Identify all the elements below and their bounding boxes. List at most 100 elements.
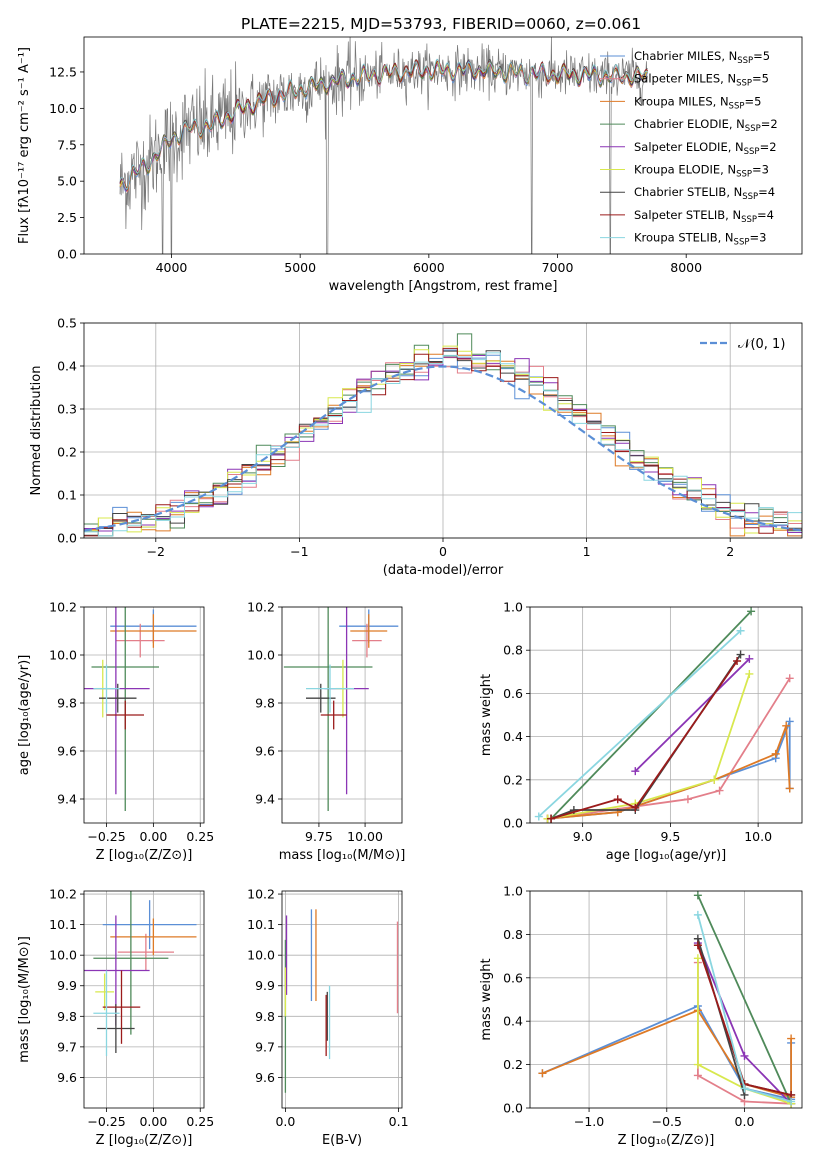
legend-value: =5	[753, 49, 770, 63]
legend-value: =2	[760, 140, 777, 154]
x-tick-label: 0.1	[389, 1114, 409, 1129]
y-tick-label: 0.5	[57, 316, 77, 331]
y-tick-label: 9.8	[57, 696, 77, 711]
x-axis-label: Z [log₁₀(Z/Z⊙)]	[96, 1133, 193, 1148]
y-tick-label: 10.0	[49, 948, 77, 963]
y-tick-label: 1.0	[503, 600, 523, 615]
y-tick-label: 0.2	[503, 1057, 523, 1072]
legend-label: Kroupa STELIB, N	[634, 231, 734, 245]
series-marker-kroupa-stelib	[736, 626, 745, 635]
x-axis-label: Z [log₁₀(Z/Z⊙)]	[96, 848, 193, 863]
series-marker-kroupa-miles	[785, 784, 794, 793]
mass-weight-vs-metallicity-panel: −1.0 −0.5 0.0 0.0 0.2 0.4 0.6 0.8 1.0 Z [log₁₀(Z/…	[479, 884, 803, 1148]
y-tick-label: 0.6	[503, 686, 523, 701]
axes-frame	[529, 890, 803, 1109]
plot-area	[84, 891, 197, 1057]
histogram-steps-kroupa-stelib	[84, 352, 802, 537]
y-tick-label: 10.0	[247, 648, 275, 663]
series-marker-chabrier-miles	[785, 717, 794, 726]
y-tick-label: 0.0	[503, 816, 523, 831]
x-tick-label: 1	[583, 544, 591, 559]
y-tick-label: 12.5	[49, 64, 77, 79]
y-tick-label: 9.7	[57, 1039, 77, 1054]
legend-subscript: SSP	[734, 238, 750, 248]
legend-entry-chabrier-stelib: Chabrier STELIB, NSSP=4	[634, 185, 775, 202]
series-marker-salpeter-elodie	[745, 654, 754, 663]
x-tick-label: 0.25	[186, 1114, 214, 1129]
legend-entry-salpeter-miles: Salpeter MILES, NSSP=5	[634, 72, 769, 89]
axes-frame	[281, 890, 403, 1109]
series-marker-kroupa-miles	[782, 721, 791, 730]
x-tick-label: 6000	[413, 260, 445, 275]
series-line-salpeter-stelib	[550, 660, 738, 820]
legend-entry-kroupa-stelib: Kroupa STELIB, NSSP=3	[634, 231, 766, 248]
series-line-chabrier-elodie	[697, 894, 792, 1105]
y-tick-label: 0.0	[503, 1101, 523, 1116]
x-axis-label: age [log₁₀(age/yr)]	[606, 848, 727, 863]
legend-value: =4	[757, 208, 774, 222]
legend-entry-kroupa-elodie: Kroupa ELODIE, NSSP=3	[634, 163, 769, 180]
y-tick-label: 10.0	[247, 948, 275, 963]
series-marker-kroupa-stelib	[740, 1084, 749, 1093]
x-tick-label: 0.00	[139, 1114, 167, 1129]
y-tick-label: 9.9	[255, 978, 275, 993]
axes-frame	[529, 606, 803, 824]
plot-area	[284, 909, 399, 1093]
series-marker-kroupa-stelib	[693, 910, 702, 919]
y-tick-label: 0.6	[503, 970, 523, 985]
series-line-kroupa-miles	[547, 725, 791, 820]
y-tick-label: 10.1	[247, 917, 275, 932]
x-axis-label: (data-model)/error	[383, 563, 504, 578]
legend-entry-salpeter-stelib: Salpeter STELIB, NSSP=4	[634, 208, 774, 225]
legend-entry-chabrier-elodie: Chabrier ELODIE, NSSP=2	[634, 117, 778, 134]
series-marker-kroupa-elodie	[745, 669, 754, 678]
series-marker-kroupa-miles	[771, 749, 780, 758]
x-tick-label: −2	[147, 544, 165, 559]
series-marker-salpeter-stelib	[733, 657, 742, 665]
x-tick-label: −0.5	[652, 1114, 682, 1129]
y-tick-label: 0.8	[503, 643, 523, 658]
x-axis-label: mass [log₁₀(M/M⊙)]	[279, 848, 406, 863]
y-tick-label: 0.4	[57, 359, 77, 374]
series-line-kroupa-elodie	[697, 958, 792, 1105]
plot-area	[538, 891, 796, 1108]
legend-entry-kroupa-miles: Kroupa MILES, NSSP=5	[634, 94, 761, 111]
series-marker-salpeter-miles	[785, 674, 794, 683]
y-tick-label: 9.4	[255, 792, 275, 807]
legend-subscript: SSP	[729, 101, 745, 111]
series-marker-salpeter-elodie	[740, 1051, 749, 1060]
x-tick-label: 4000	[156, 260, 188, 275]
legend-subscript: SSP	[736, 170, 752, 180]
y-tick-label: 0.0	[57, 531, 77, 546]
spectrum-panel: 4000 5000 6000 7000 8000 0.0 2.5 5.0 7.5 10.0 12.5…	[17, 36, 803, 294]
x-axis-label: Z [log₁₀(Z/Z⊙)]	[618, 1133, 715, 1148]
y-tick-label: 0.3	[57, 402, 77, 417]
series-line-salpeter-elodie	[634, 658, 751, 772]
model-spectrum-kroupa-stelib	[119, 58, 648, 190]
x-tick-label: 0	[439, 544, 447, 559]
y-tick-label: 0.4	[503, 729, 523, 744]
y-axis-label: Flux [fλ10⁻¹⁷ erg cm⁻² s⁻¹ A⁻¹]	[17, 47, 32, 244]
x-tick-label: −1.0	[574, 1114, 604, 1129]
legend-label: Kroupa MILES, N	[634, 94, 729, 108]
legend-value: =5	[752, 72, 769, 86]
y-tick-label: 5.0	[57, 174, 77, 189]
y-tick-label: 9.8	[255, 696, 275, 711]
y-tick-label: 10.2	[49, 887, 77, 902]
plot-area	[84, 333, 802, 537]
y-tick-label: 9.6	[57, 1070, 77, 1085]
legend-value: =5	[744, 94, 761, 108]
x-tick-label: 8000	[670, 260, 702, 275]
x-tick-label: −1	[290, 544, 308, 559]
y-tick-label: 9.8	[57, 1009, 77, 1024]
x-axis-label: E(B-V)	[322, 1133, 362, 1148]
series-marker-chabrier-stelib	[736, 650, 745, 659]
x-tick-label: 0.25	[186, 829, 214, 844]
x-tick-label: 10.0	[744, 829, 772, 844]
x-tick-label: 5000	[284, 260, 316, 275]
plot-area	[84, 607, 197, 811]
series-marker-salpeter-stelib	[693, 941, 702, 950]
x-tick-label: 9.0	[573, 829, 593, 844]
legend-label: Chabrier STELIB, N	[634, 185, 742, 199]
axes-frame	[83, 890, 205, 1109]
